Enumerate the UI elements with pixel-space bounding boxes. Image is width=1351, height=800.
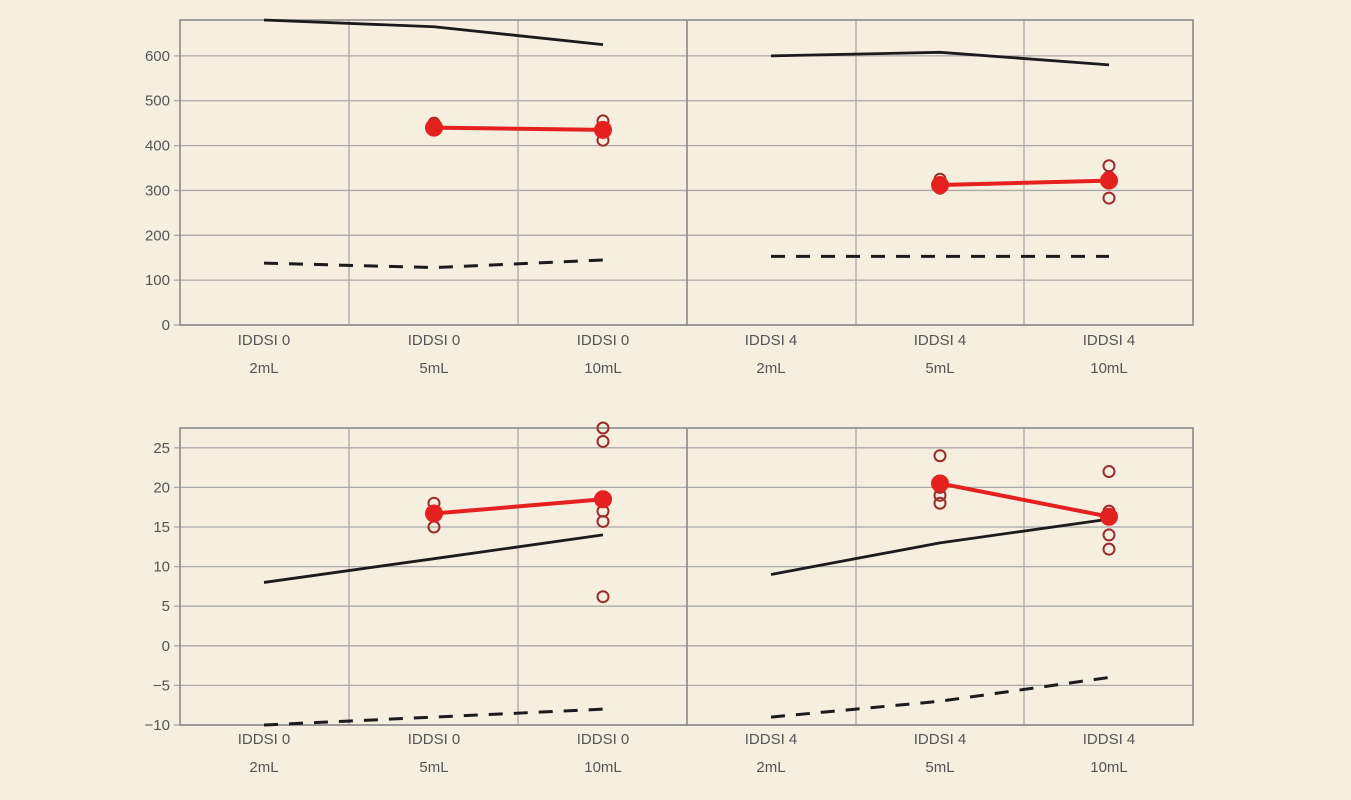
x-tick-label-group: IDDSI 0 [408, 731, 461, 748]
y-tick-label: 500 [145, 93, 170, 110]
mean-point [1100, 171, 1118, 190]
upper-chart: 0 100 200 300 400 500 600 IDDSI 0 2mL IDDSI 0 5mL I… [145, 18, 1194, 377]
x-tick-label-group: IDDSI 4 [1083, 731, 1136, 748]
series-line-solid [263, 18, 604, 47]
individual-point [596, 514, 610, 528]
series-line-dashed [770, 675, 1110, 719]
x-tick-label-volume: 10mL [584, 759, 622, 776]
x-tick-label-group: IDDSI 4 [1083, 332, 1136, 349]
series-line-mean [432, 125, 605, 132]
series-line-mean [938, 178, 1111, 188]
mean-point [1100, 507, 1118, 526]
y-tick-label: 200 [145, 227, 170, 244]
plot-frame [179, 427, 1194, 726]
individual-point [1102, 528, 1116, 542]
x-tick-label-volume: 5mL [925, 360, 954, 377]
y-tick-label: 400 [145, 138, 170, 155]
y-tick-label: 100 [145, 272, 170, 289]
y-tick-label: −5 [153, 677, 170, 694]
y-tick-label: 25 [153, 440, 170, 457]
y-tick-label: 0 [162, 638, 170, 655]
individual-point [1102, 191, 1116, 205]
mean-point [594, 490, 612, 509]
x-tick-label-volume: 10mL [1090, 759, 1128, 776]
series-line-solid [770, 50, 1110, 67]
x-tick-label-group: IDDSI 4 [745, 731, 798, 748]
mean-point [931, 474, 949, 493]
x-tick-label-volume: 5mL [925, 759, 954, 776]
x-tick-label-volume: 5mL [419, 759, 448, 776]
x-tick-label-group: IDDSI 0 [408, 332, 461, 349]
x-tick-label-volume: 2mL [756, 360, 785, 377]
plot-frame [179, 19, 1194, 326]
x-tick-label-volume: 2mL [249, 360, 278, 377]
series-line-solid [770, 517, 1110, 576]
individual-point [1102, 465, 1116, 479]
series-line-dashed [263, 707, 604, 727]
x-tick-label-group: IDDSI 4 [914, 332, 967, 349]
series-line-dashed [263, 258, 604, 270]
y-tick-label: 20 [153, 479, 170, 496]
individual-point [1102, 542, 1116, 556]
x-tick-label-volume: 2mL [249, 759, 278, 776]
y-tick-label: 300 [145, 182, 170, 199]
series-line-mean [432, 497, 605, 516]
individual-point [596, 590, 610, 604]
individual-point [596, 421, 610, 435]
mean-point [425, 504, 443, 523]
y-tick-label: 600 [145, 48, 170, 65]
x-tick-label-volume: 5mL [419, 360, 448, 377]
x-tick-label-group: IDDSI 4 [914, 731, 967, 748]
individual-point [933, 496, 947, 510]
y-tick-label: 0 [162, 317, 170, 334]
y-tick-label: 10 [153, 559, 170, 576]
x-tick-label-group: IDDSI 0 [238, 731, 291, 748]
individual-point [933, 449, 947, 463]
x-tick-label-volume: 10mL [584, 360, 622, 377]
x-tick-label-group: IDDSI 0 [238, 332, 291, 349]
y-tick-label: 15 [153, 519, 170, 536]
individual-point [596, 434, 610, 448]
x-tick-label-group: IDDSI 0 [577, 731, 630, 748]
x-tick-label-volume: 10mL [1090, 360, 1128, 377]
series-line-mean [938, 481, 1111, 519]
mean-point [931, 176, 949, 195]
x-tick-label-volume: 2mL [756, 759, 785, 776]
lower-chart: −10 −5 0 5 10 15 20 25 IDDSI 0 2mL IDDSI 0 5mL IDDSI… [145, 421, 1194, 776]
x-tick-label-group: IDDSI 0 [577, 332, 630, 349]
y-tick-label: 5 [162, 598, 170, 615]
mean-point [425, 118, 443, 137]
series-line-solid [263, 533, 604, 584]
x-tick-label-group: IDDSI 4 [745, 332, 798, 349]
y-tick-label: −10 [145, 717, 170, 734]
mean-point [594, 120, 612, 139]
